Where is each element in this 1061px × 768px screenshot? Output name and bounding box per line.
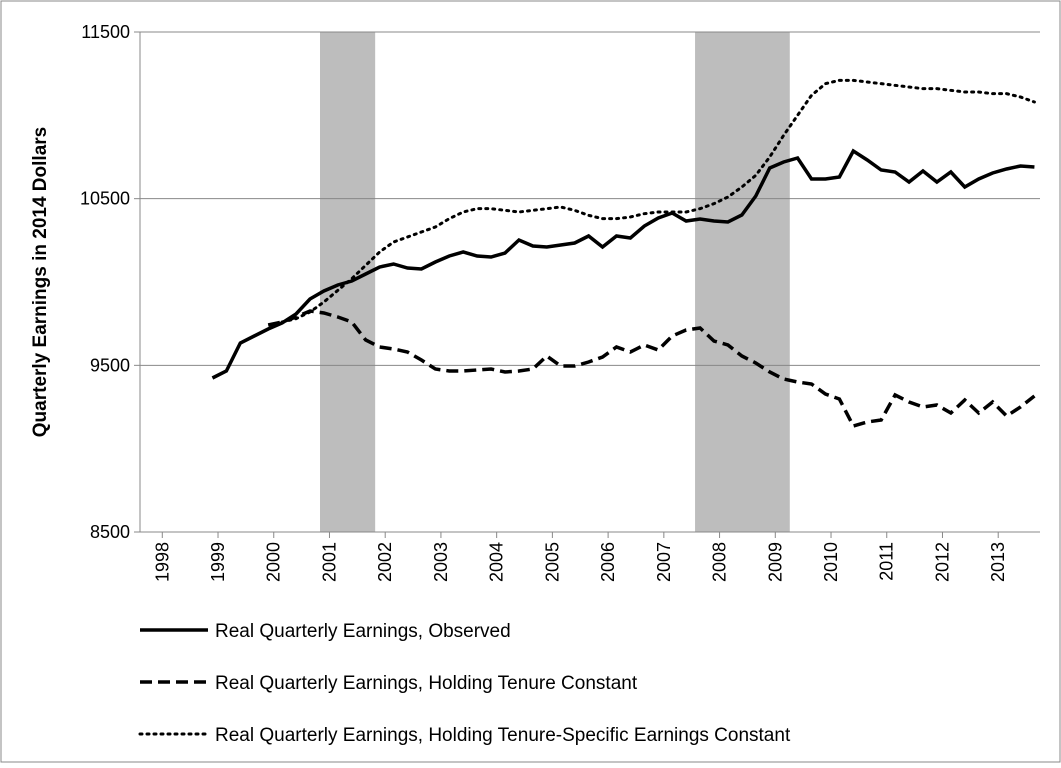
x-tick-label: 2006 — [598, 542, 618, 582]
x-tick-label: 2008 — [710, 542, 730, 582]
y-tick-label: 8500 — [90, 522, 130, 542]
legend-label: Real Quarterly Earnings, Holding Tenure-… — [215, 725, 791, 746]
x-tick-label: 2003 — [431, 542, 451, 582]
legend-label: Real Quarterly Earnings, Holding Tenure … — [215, 673, 638, 694]
y-axis-label: Quarterly Earnings in 2014 Dollars — [30, 127, 51, 437]
y-tick-label: 9500 — [90, 355, 130, 375]
y-tick-label: 11500 — [81, 22, 130, 42]
x-tick-label: 2004 — [487, 542, 507, 582]
x-tick-label: 2013 — [988, 542, 1008, 582]
x-tick-label: 2011 — [877, 542, 897, 581]
y-tick-label: 10500 — [80, 189, 130, 209]
legend-label: Real Quarterly Earnings, Observed — [215, 621, 511, 642]
recession-band — [695, 32, 790, 532]
series-line — [280, 78, 1036, 324]
x-tick-label: 2005 — [542, 542, 562, 582]
series-line — [267, 309, 1036, 429]
x-tick-label: 2010 — [821, 542, 841, 582]
x-tick-label: 2000 — [264, 542, 284, 582]
x-tick-label: 1998 — [152, 542, 172, 582]
x-tick-label: 2007 — [654, 542, 674, 582]
x-tick-label: 2012 — [932, 542, 952, 582]
x-tick-label: 2009 — [765, 542, 785, 582]
x-tick-label: 2001 — [319, 542, 339, 582]
x-tick-label: 2002 — [375, 542, 395, 582]
x-tick-label: 1999 — [208, 542, 228, 582]
